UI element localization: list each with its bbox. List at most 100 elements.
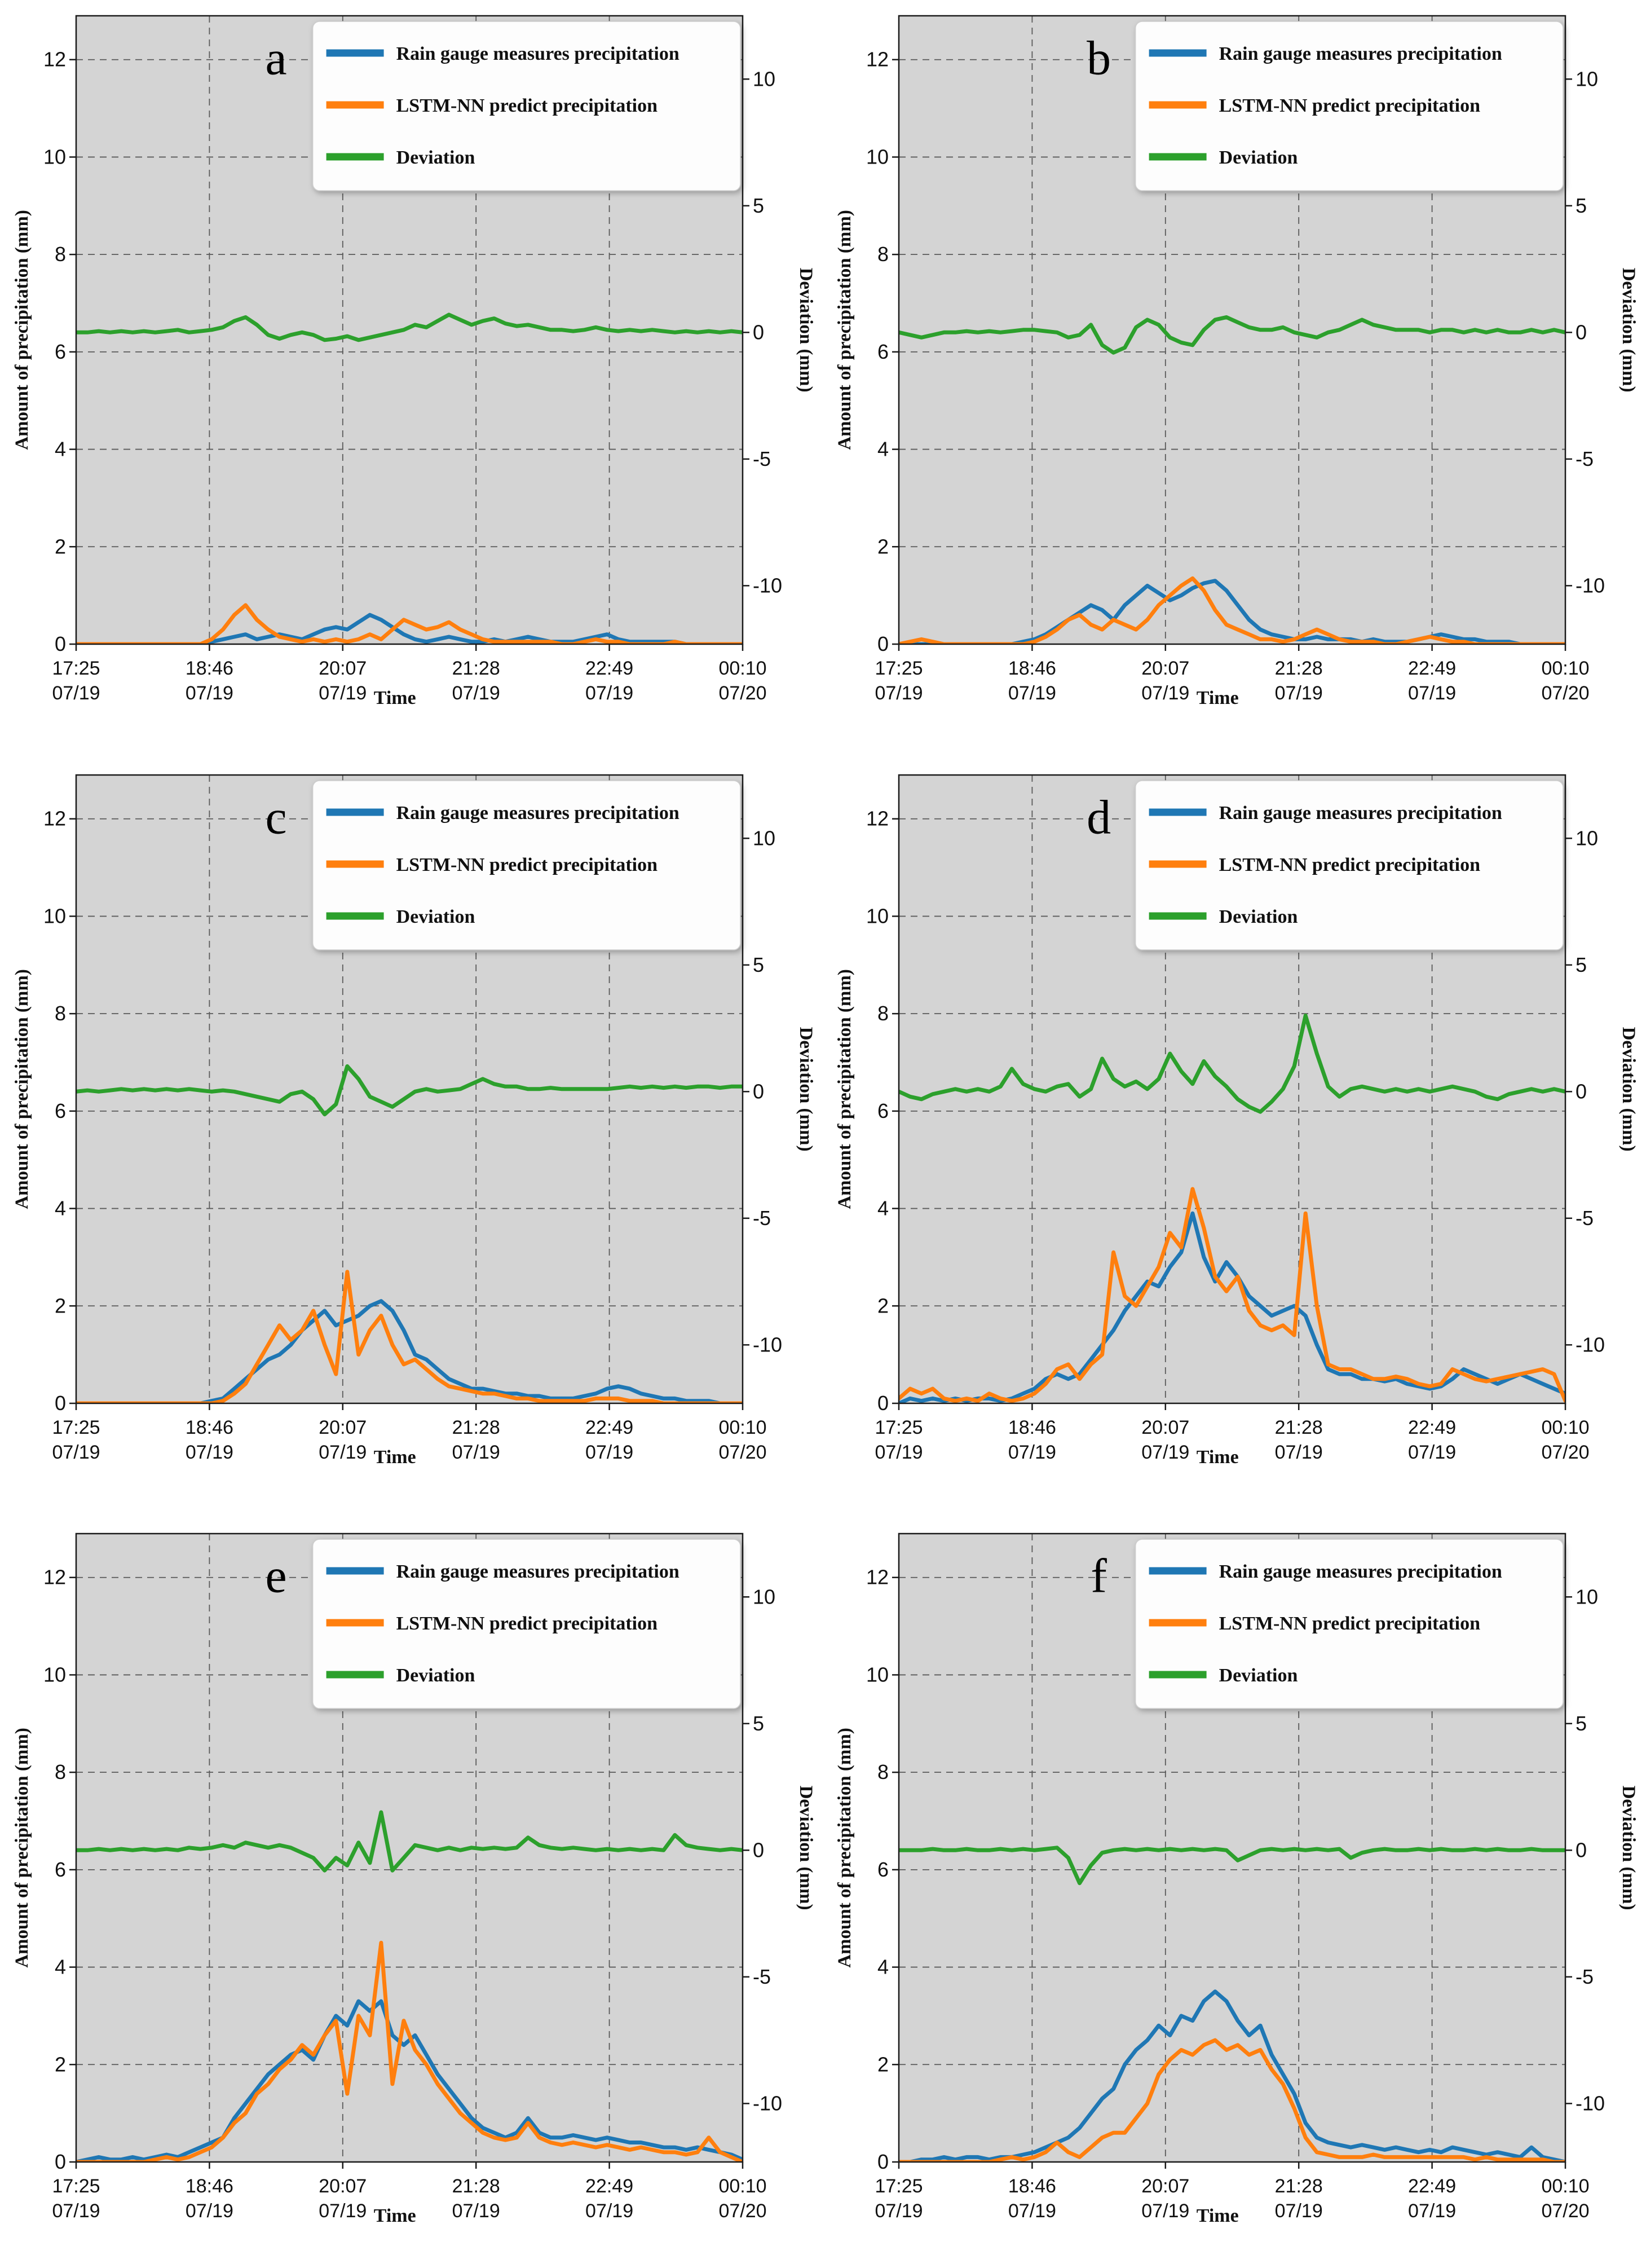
- x-tick-time: 21:28: [452, 1417, 500, 1438]
- panel-letter: a: [265, 31, 286, 85]
- y-tick-label-right: 10: [1576, 1586, 1598, 1609]
- x-tick-time: 00:10: [1542, 1417, 1590, 1438]
- x-tick-time: 20:07: [1142, 1417, 1190, 1438]
- y-tick-label-left: 0: [877, 632, 889, 655]
- x-tick-date: 07/19: [585, 2200, 633, 2222]
- plot-border: [898, 15, 1566, 645]
- x-tick-time: 00:10: [1542, 2175, 1590, 2197]
- legend-label: Rain gauge measures precipitation: [396, 43, 679, 64]
- x-tick-time: 21:28: [1275, 2175, 1323, 2197]
- x-axis-label: Time: [374, 1447, 416, 1468]
- legend: Rain gauge measures precipitation LSTM-NN…: [312, 21, 741, 191]
- y-tick-label-right: 5: [753, 953, 764, 976]
- y-tick-label-left: 2: [55, 535, 66, 558]
- lstm-prediction-line: [76, 603, 743, 644]
- y-tick-label-right: 5: [753, 194, 764, 217]
- lstm-prediction-line: [76, 1269, 743, 1403]
- legend: Rain gauge measures precipitation LSTM-NN…: [1135, 780, 1564, 950]
- y-tick-label-right: -5: [753, 1206, 771, 1230]
- x-tick-time: 00:10: [718, 1417, 766, 1438]
- x-tick-date: 07/20: [718, 1442, 766, 1463]
- precipitation-chart-f: 17:25 07/19 18:46 07/19 20:07 07/19 21:28 07/19…: [835, 1533, 1638, 2226]
- x-axis-label: Time: [1197, 2205, 1239, 2226]
- y-axis-label-left: Amount of precipitation (mm): [835, 210, 855, 450]
- x-tick-date: 07/19: [1408, 2200, 1456, 2222]
- y-tick-label-right: -10: [1576, 1333, 1605, 1356]
- legend-label: Rain gauge measures precipitation: [1219, 43, 1502, 64]
- y-tick-label-left: 4: [877, 1956, 889, 1979]
- x-tick-date: 07/19: [1275, 2200, 1323, 2222]
- plot-border: [898, 774, 1566, 1404]
- x-tick-date: 07/19: [186, 1442, 233, 1463]
- y-axis-label-right: Deviation (mm): [1618, 1786, 1638, 1910]
- x-tick-date: 07/20: [1542, 682, 1590, 704]
- y-tick-label-left: 12: [866, 48, 889, 71]
- x-tick-time: 00:10: [1542, 658, 1590, 679]
- y-tick-label-left: 8: [55, 1760, 66, 1783]
- y-tick-label-left: 12: [43, 1566, 66, 1589]
- y-axis-label-right: Deviation (mm): [796, 268, 815, 393]
- x-tick-time: 22:49: [1408, 1417, 1456, 1438]
- y-tick-label-left: 2: [877, 2053, 889, 2076]
- x-tick-time: 21:28: [1275, 1417, 1323, 1438]
- x-tick-date: 07/19: [186, 2200, 233, 2222]
- legend-box: [312, 1539, 741, 1710]
- deviation-line: [76, 312, 743, 342]
- legend-label: LSTM-NN predict precipitation: [1219, 95, 1480, 116]
- x-tick-time: 18:46: [1008, 658, 1056, 679]
- precipitation-chart-e: 17:25 07/19 18:46 07/19 20:07 07/19 21:28 07/19…: [12, 1533, 815, 2226]
- y-tick-label-right: 10: [753, 826, 775, 849]
- x-tick-date: 07/19: [875, 682, 923, 704]
- y-tick-label-left: 0: [877, 1391, 889, 1415]
- x-tick-time: 20:07: [319, 1417, 367, 1438]
- y-tick-label-left: 8: [877, 1760, 889, 1783]
- x-tick-time: 22:49: [585, 658, 633, 679]
- x-tick-date: 07/19: [319, 2200, 367, 2222]
- chart-panel-b: 17:25 07/19 18:46 07/19 20:07 07/19 21:28 07/19…: [823, 6, 1646, 750]
- x-tick-date: 07/19: [1275, 1442, 1323, 1463]
- legend-box: [312, 780, 741, 950]
- x-tick-date: 07/19: [585, 682, 633, 704]
- x-tick-time: 18:46: [186, 658, 233, 679]
- y-tick-label-left: 0: [877, 2150, 889, 2173]
- y-tick-label-left: 2: [877, 535, 889, 558]
- panel-letter: f: [1091, 1549, 1107, 1603]
- y-tick-label-left: 6: [55, 1099, 66, 1122]
- y-tick-label-left: 2: [55, 2053, 66, 2076]
- legend-box: [312, 21, 741, 191]
- y-axis-label-right: Deviation (mm): [1618, 268, 1638, 393]
- legend: Rain gauge measures precipitation LSTM-NN…: [312, 1539, 741, 1710]
- y-tick-label-right: 0: [1576, 1080, 1587, 1103]
- y-tick-label-right: 5: [1576, 953, 1587, 976]
- legend: Rain gauge measures precipitation LSTM-NN…: [1135, 1539, 1564, 1710]
- y-tick-label-right: -10: [753, 574, 782, 597]
- x-tick-date: 07/19: [452, 682, 500, 704]
- x-tick-date: 07/19: [52, 2200, 100, 2222]
- x-tick-date: 07/19: [452, 2200, 500, 2222]
- x-tick-time: 00:10: [718, 2175, 766, 2197]
- y-axis-label-right: Deviation (mm): [796, 1786, 815, 1910]
- x-tick-time: 20:07: [319, 2175, 367, 2197]
- x-tick-time: 22:49: [585, 2175, 633, 2197]
- x-tick-date: 07/19: [875, 1442, 923, 1463]
- panel-letter: d: [1087, 790, 1111, 844]
- y-tick-label-right: 0: [753, 320, 764, 343]
- y-tick-label-right: -5: [1576, 1206, 1594, 1230]
- y-tick-label-left: 4: [877, 438, 889, 461]
- x-tick-time: 21:28: [452, 2175, 500, 2197]
- y-axis-label-left: Amount of precipitation (mm): [12, 969, 32, 1209]
- x-tick-time: 00:10: [718, 658, 766, 679]
- x-tick-date: 07/19: [52, 682, 100, 704]
- y-tick-label-left: 2: [877, 1294, 889, 1317]
- chart-panel-d: 17:25 07/19 18:46 07/19 20:07 07/19 21:28 07/19…: [823, 765, 1646, 1509]
- x-tick-date: 07/20: [1542, 1442, 1590, 1463]
- y-axis-label-right: Deviation (mm): [796, 1027, 815, 1151]
- precipitation-chart-a: 17:25 07/19 18:46 07/19 20:07 07/19 21:28 07/19…: [12, 15, 815, 708]
- x-axis-label: Time: [1197, 1447, 1239, 1468]
- legend: Rain gauge measures precipitation LSTM-NN…: [312, 780, 741, 950]
- y-tick-label-right: -10: [1576, 2092, 1605, 2115]
- legend-box: [1135, 1539, 1564, 1710]
- y-tick-label-left: 4: [55, 438, 66, 461]
- x-tick-time: 22:49: [1408, 2175, 1456, 2197]
